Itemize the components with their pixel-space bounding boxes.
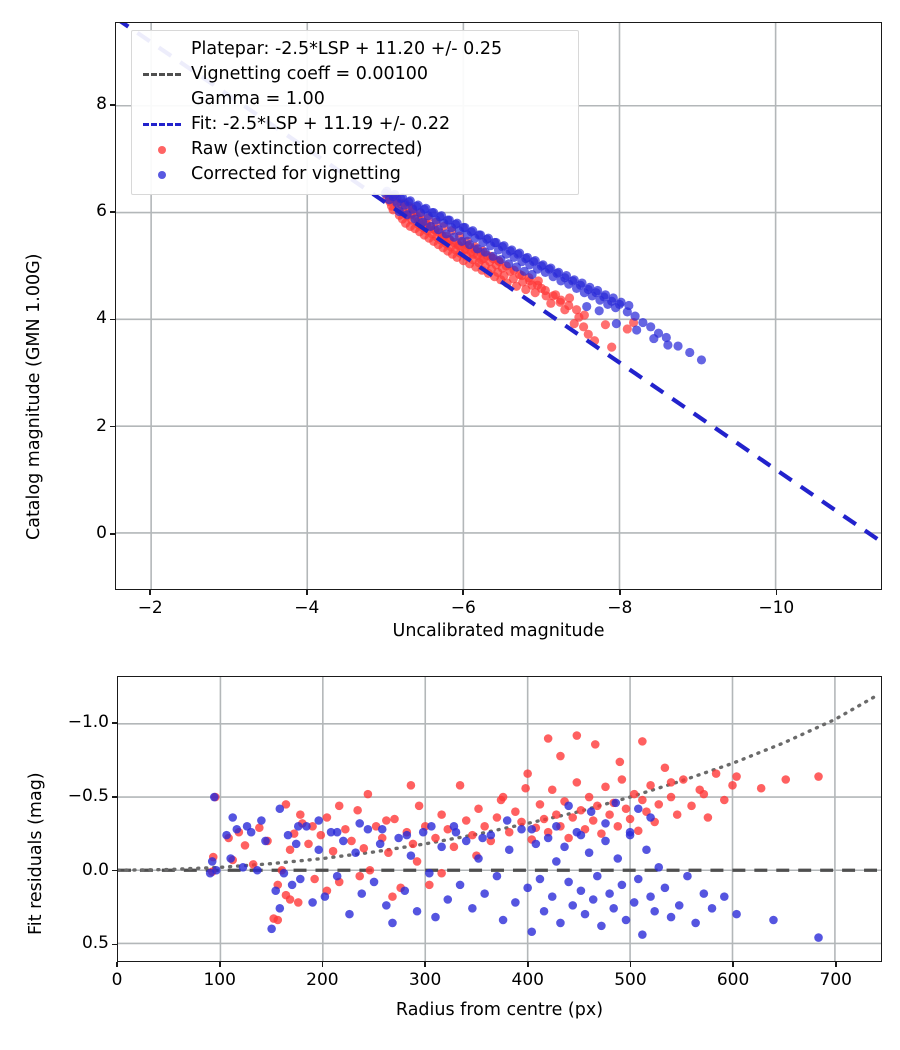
xtick-label: 400 xyxy=(511,970,544,990)
legend-entry: Raw (extinction corrected) xyxy=(141,137,569,162)
xtick-label: −8 xyxy=(607,598,633,618)
top-plot-ylabel: Catalog magnitude (GMN 1.00G) xyxy=(24,253,44,541)
legend-entry: Fit: -2.5*LSP + 11.19 +/- 0.22 xyxy=(141,112,569,137)
ytick-label: 0 xyxy=(96,522,107,543)
residuals-plot-canvas xyxy=(118,677,881,961)
xtick-label: 100 xyxy=(203,970,236,990)
legend-entry-label: Gamma = 1.00 xyxy=(191,89,325,110)
dash-swatch xyxy=(143,73,181,76)
dash-swatch xyxy=(143,123,181,126)
legend-entry: Vignetting coeff = 0.00100 xyxy=(141,62,569,87)
legend-entry-label: Fit: -2.5*LSP + 11.19 +/- 0.22 xyxy=(191,114,451,135)
xtick-mark xyxy=(629,962,632,967)
legend-entry-label: Raw (extinction corrected) xyxy=(191,139,423,160)
legend-entry: Corrected for vignetting xyxy=(141,162,569,187)
ytick-label: 8 xyxy=(96,94,107,115)
ytick-label: 2 xyxy=(96,415,107,436)
xtick-label: 0 xyxy=(111,970,123,990)
ytick-label: 6 xyxy=(96,201,107,222)
ytick-mark xyxy=(110,211,115,214)
legend-entry-label: Corrected for vignetting xyxy=(191,164,401,185)
xtick-mark xyxy=(218,962,221,967)
top-plot-xlabel: Uncalibrated magnitude xyxy=(392,621,605,641)
dot-swatch xyxy=(158,145,166,154)
ytick-mark xyxy=(112,796,117,798)
ytick-mark xyxy=(110,318,115,321)
legend-entry-label: Vignetting coeff = 0.00100 xyxy=(191,64,429,85)
dot-swatch xyxy=(158,170,166,179)
xtick-mark xyxy=(424,962,426,967)
legend-red-dot-icon xyxy=(141,145,183,154)
xtick-label: 600 xyxy=(716,970,750,990)
xtick-mark xyxy=(834,962,837,967)
ytick-mark xyxy=(112,722,117,725)
xtick-label: −2 xyxy=(137,598,163,618)
legend-entry: Platepar: -2.5*LSP + 11.20 +/- 0.25 xyxy=(141,37,569,62)
residuals-plot-xlabel: Radius from centre (px) xyxy=(395,1000,604,1020)
xtick-mark xyxy=(305,590,308,595)
xtick-mark xyxy=(526,962,529,967)
ytick-mark xyxy=(112,869,117,872)
legend-dashed-line-blue-icon xyxy=(141,123,183,126)
ytick-label: −1.0 xyxy=(67,712,109,733)
xtick-mark xyxy=(775,590,778,595)
ytick-mark xyxy=(110,104,115,106)
ytick-mark xyxy=(112,943,117,946)
xtick-label: −10 xyxy=(758,598,795,618)
legend-blue-dot-icon xyxy=(141,170,183,179)
xtick-mark xyxy=(149,590,152,595)
xtick-label: 300 xyxy=(408,970,442,990)
xtick-label: 200 xyxy=(306,970,339,990)
xtick-mark xyxy=(732,962,734,967)
ytick-mark xyxy=(110,532,115,535)
xtick-mark xyxy=(321,962,324,967)
ytick-label: 0.0 xyxy=(81,859,109,880)
legend-dashed-line-gray-icon xyxy=(141,73,183,76)
xtick-mark xyxy=(619,590,621,595)
residuals-plot-axes xyxy=(117,676,882,962)
xtick-mark xyxy=(462,590,465,595)
xtick-label: −6 xyxy=(450,598,476,618)
xtick-label: 500 xyxy=(614,970,647,990)
xtick-mark xyxy=(116,962,118,967)
ytick-mark xyxy=(110,425,115,428)
legend-entry-label: Platepar: -2.5*LSP + 11.20 +/- 0.25 xyxy=(191,39,503,60)
ytick-label: 4 xyxy=(96,308,107,329)
ytick-label: −0.5 xyxy=(67,785,109,806)
xtick-label: −4 xyxy=(294,598,320,618)
legend-box: Platepar: -2.5*LSP + 11.20 +/- 0.25 Vigne… xyxy=(131,30,579,195)
ytick-label: 0.5 xyxy=(81,933,109,954)
xtick-label: 700 xyxy=(819,970,852,990)
legend-entry: Gamma = 1.00 xyxy=(141,87,569,112)
